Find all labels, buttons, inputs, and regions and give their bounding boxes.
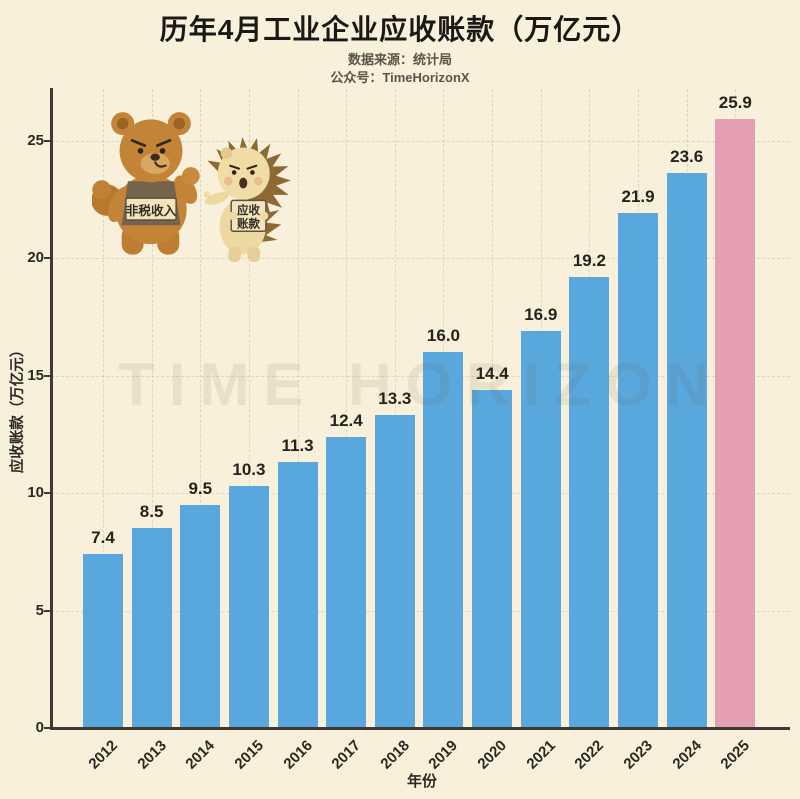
bar xyxy=(520,330,561,728)
x-gridline xyxy=(297,89,299,728)
x-axis-spine xyxy=(50,727,790,730)
bar xyxy=(715,119,756,728)
bar-value-label: 11.3 xyxy=(281,436,314,456)
bar-value-label: 10.3 xyxy=(232,459,266,479)
bear-sign-label: 非税收入 xyxy=(126,203,177,218)
bar xyxy=(618,213,659,728)
y-tick-label: 0 xyxy=(35,719,44,736)
y-axis-spine xyxy=(50,88,53,729)
hedgehog-sign-label-line1: 应收 xyxy=(237,203,261,217)
y-tick-mark xyxy=(44,139,51,142)
bar xyxy=(277,462,318,728)
y-tick-mark xyxy=(44,257,51,260)
data-source-subtitle: 数据来源：统计局 xyxy=(347,52,452,67)
hedgehog-illustration: 应收 账款 xyxy=(203,137,291,263)
bar-value-label: 7.4 xyxy=(91,528,115,548)
x-gridline xyxy=(200,89,202,728)
bar xyxy=(83,554,123,728)
account-subtitle: 公众号：TimeHorizonX xyxy=(330,70,470,85)
bear-illustration: 非税收入 xyxy=(91,112,200,255)
y-gridline xyxy=(51,258,790,259)
x-gridline xyxy=(103,89,104,728)
mascot-hedgehog-image: 应收 账款 xyxy=(203,133,296,268)
bar xyxy=(180,504,221,728)
hedgehog-sign-label-line2: 账款 xyxy=(237,216,261,230)
bar-value-label: 23.6 xyxy=(670,147,704,167)
x-axis-title: 年份 xyxy=(406,773,437,790)
y-gridline xyxy=(51,610,790,612)
bar xyxy=(423,352,464,728)
bar xyxy=(228,485,269,728)
bar xyxy=(569,276,610,728)
bar xyxy=(472,389,513,728)
y-tick-label: 10 xyxy=(27,484,44,501)
y-tick-mark xyxy=(44,374,51,377)
y-tick-label: 5 xyxy=(35,601,44,619)
bar-value-label: 19.2 xyxy=(572,250,606,270)
bar-value-label: 13.3 xyxy=(378,389,412,409)
x-gridline xyxy=(346,89,348,728)
bar-value-label: 16.0 xyxy=(426,326,461,345)
bar-value-label: 25.9 xyxy=(718,93,752,113)
y-gridline xyxy=(51,140,790,142)
x-gridline xyxy=(248,89,250,728)
bar-value-label: 8.5 xyxy=(139,502,164,522)
bar-value-label: 12.4 xyxy=(329,410,363,430)
page-title: 历年4月工业企业应收账款（万亿元） xyxy=(159,14,641,45)
bar-value-label: 21.9 xyxy=(621,187,655,207)
bar-value-label: 16.9 xyxy=(524,304,558,324)
bar-value-label: 9.5 xyxy=(188,478,213,498)
x-gridline xyxy=(394,89,396,728)
y-tick-label: 20 xyxy=(27,249,44,266)
bar-value-label: 14.4 xyxy=(475,363,509,383)
y-axis-title: 应收账款（万亿元） xyxy=(10,342,26,474)
y-tick-mark xyxy=(44,492,51,495)
bar xyxy=(131,528,172,728)
bar xyxy=(666,173,707,728)
x-gridline xyxy=(151,89,153,728)
bar xyxy=(374,415,415,728)
y-tick-mark xyxy=(44,609,51,612)
y-gridline xyxy=(51,375,790,377)
y-tick-mark xyxy=(44,727,51,730)
y-gridline xyxy=(51,493,790,494)
y-tick-label: 15 xyxy=(27,366,44,384)
y-tick-label: 25 xyxy=(27,131,44,149)
bar xyxy=(326,436,367,728)
mascot-bear-image: 非税收入 xyxy=(91,110,210,267)
